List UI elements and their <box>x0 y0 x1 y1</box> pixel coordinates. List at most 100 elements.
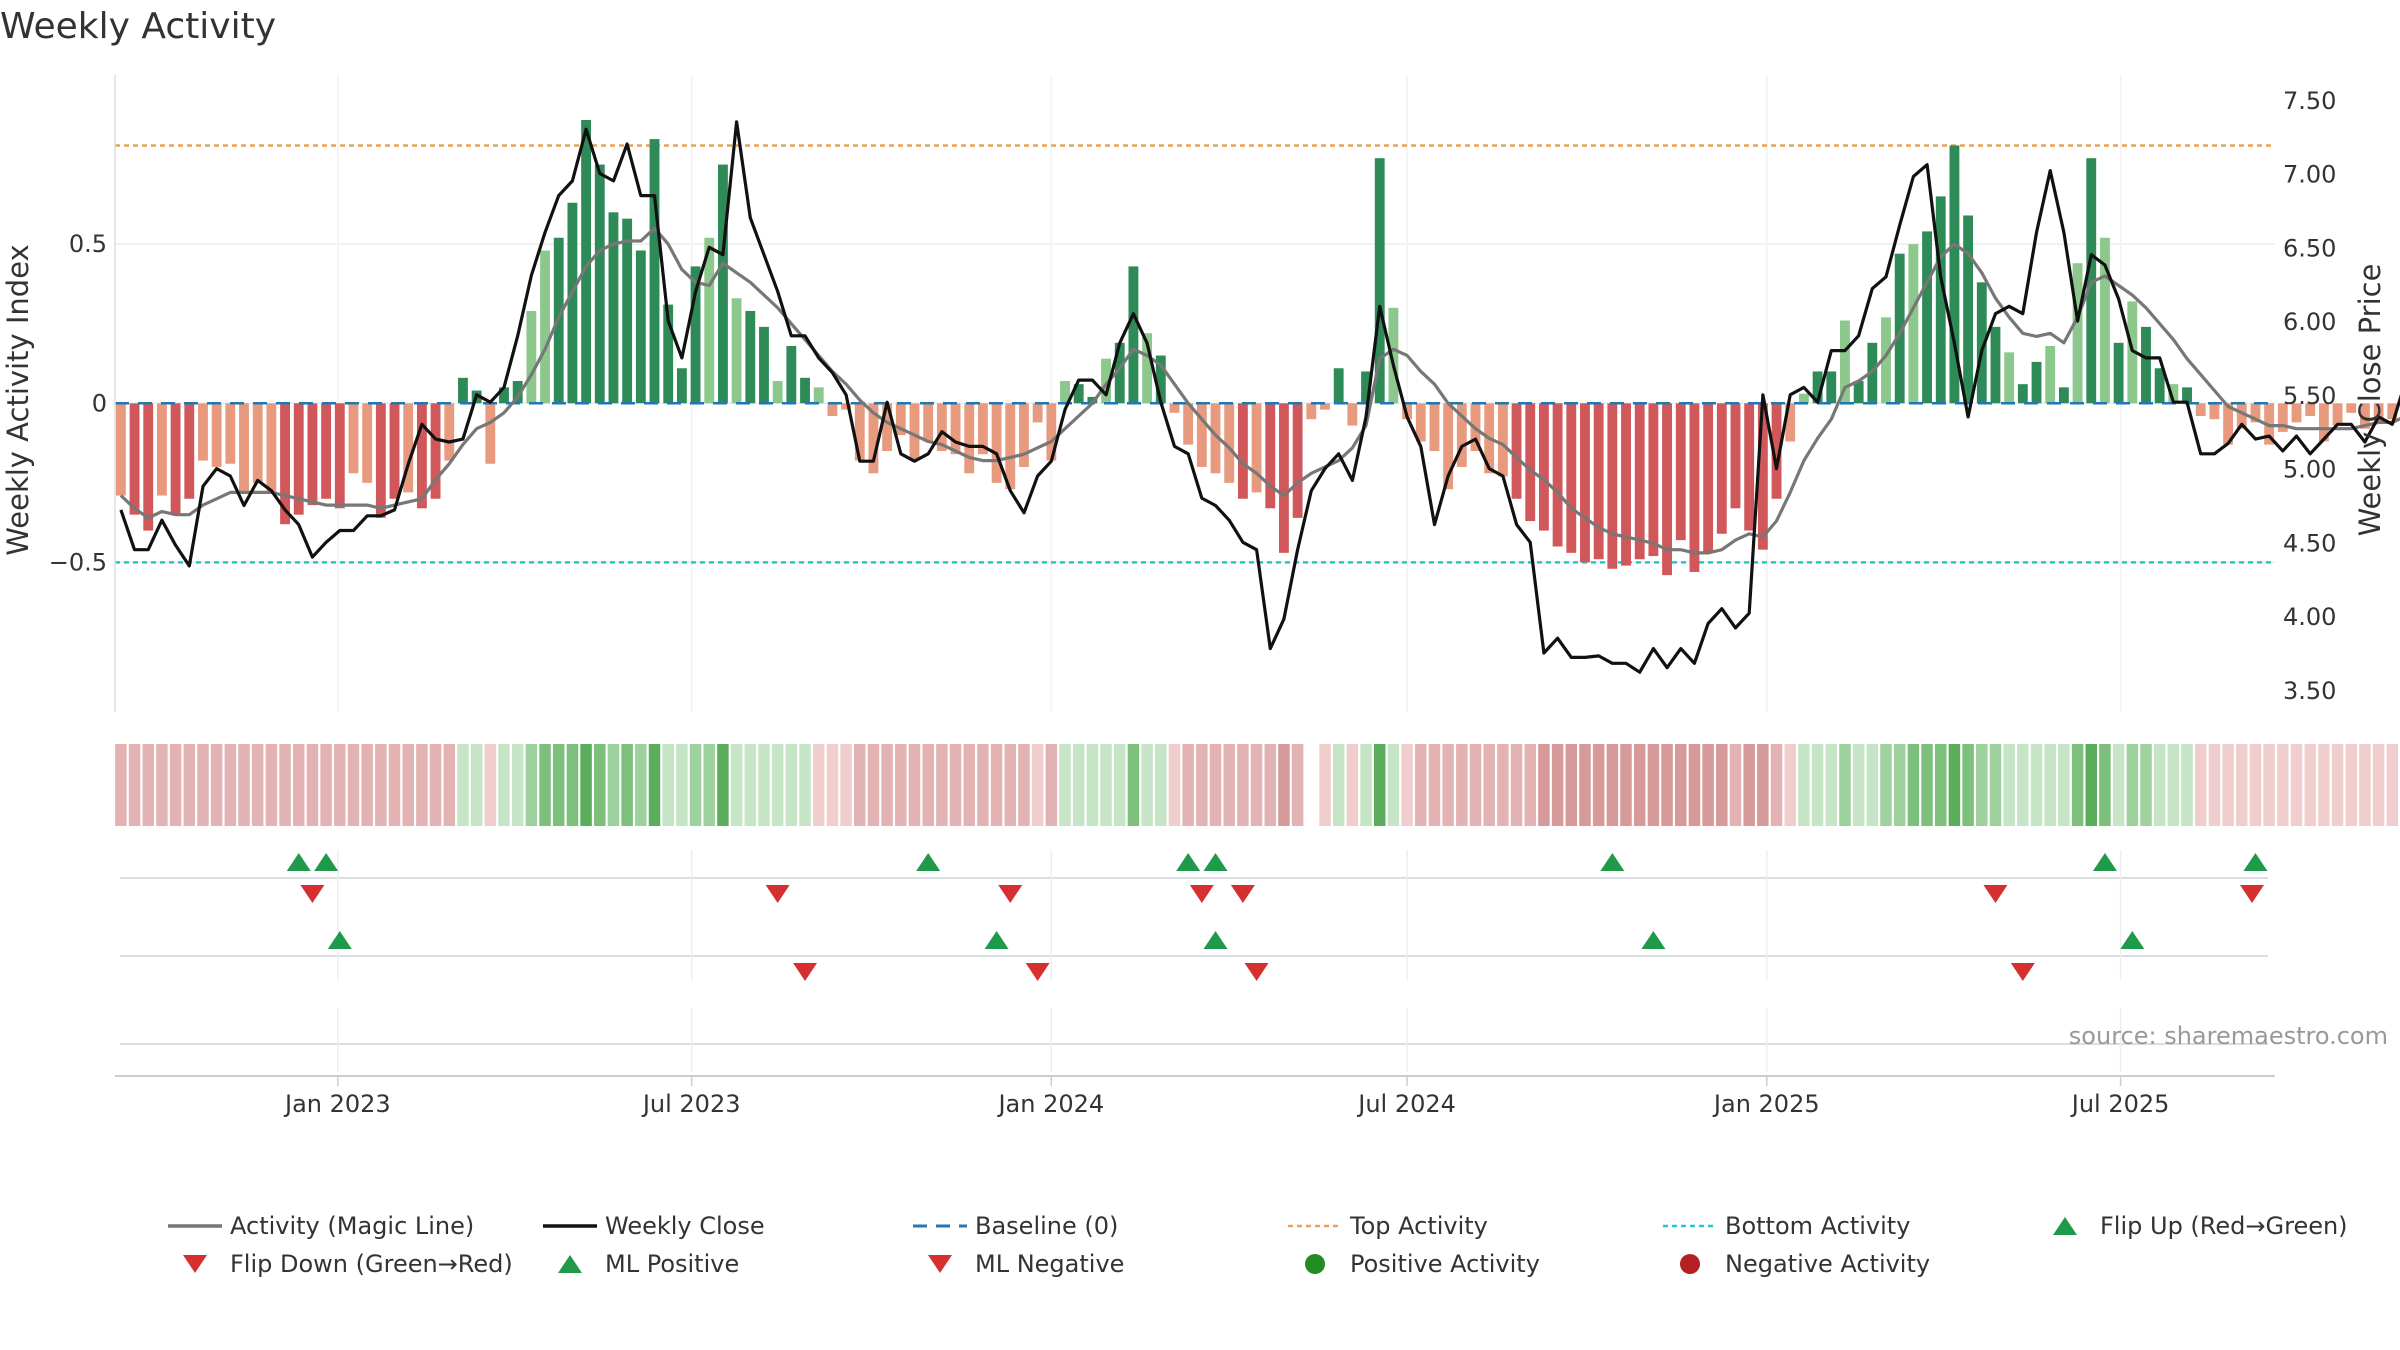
legend-label-negact: Negative Activity <box>1725 1250 1931 1278</box>
activity-bar <box>1183 403 1194 445</box>
strip-cell <box>785 744 798 826</box>
activity-bar <box>143 403 154 531</box>
flip-down-marker <box>1230 885 1255 903</box>
legend: Activity (Magic Line) Weekly Close Baselin… <box>160 1208 2400 1288</box>
strip-cell <box>1893 744 1906 826</box>
strip-cell <box>1127 744 1140 826</box>
strip-cell <box>1018 744 1030 826</box>
activity-bar <box>375 403 386 518</box>
strip-cell <box>1059 744 1071 826</box>
strip-cell <box>1675 744 1687 826</box>
strip-cell <box>1360 744 1372 826</box>
activity-bar <box>1566 403 1577 553</box>
activity-bar <box>813 387 824 404</box>
strip-cell <box>210 744 223 826</box>
activity-bar <box>649 139 660 404</box>
strip-cell <box>1401 744 1413 826</box>
strip-cell <box>156 744 168 826</box>
legend-label-magic: Activity (Magic Line) <box>230 1212 475 1240</box>
strip-cell <box>1880 744 1892 826</box>
y-tick-label: 0 <box>92 389 107 417</box>
strip-cell <box>895 744 907 826</box>
strip-cell <box>1387 744 1400 826</box>
strip-cell <box>1907 744 1920 826</box>
strip-cell <box>1428 744 1441 826</box>
strip-cell <box>2331 744 2344 826</box>
strip-cell <box>689 744 702 826</box>
y-tick-label: −0.5 <box>49 548 107 576</box>
legend-symbol-mlpos <box>558 1255 582 1273</box>
activity-bar <box>1881 317 1891 404</box>
activity-bar <box>977 403 988 455</box>
activity-bar <box>2031 361 2042 404</box>
strip-cell <box>2085 744 2098 826</box>
strip-cell <box>1086 744 1099 826</box>
strip-cell <box>730 744 743 826</box>
activity-bar <box>2045 345 2056 404</box>
activity-bar <box>1648 403 1659 557</box>
strip-cell <box>251 744 264 826</box>
activity-bar <box>1196 403 1207 467</box>
activity-bars <box>115 120 2398 576</box>
flip-down-marker <box>765 885 790 903</box>
y2-tick-label: 6.50 <box>2283 234 2336 262</box>
activity-bar <box>499 387 509 404</box>
activity-bar <box>567 202 578 404</box>
strip-cell <box>1264 744 1277 826</box>
activity-bar <box>430 403 441 499</box>
activity-bar <box>1347 403 1358 426</box>
activity-bar <box>1388 307 1399 404</box>
y2-tick-label: 4.50 <box>2283 529 2336 557</box>
strip-cell <box>635 744 647 826</box>
strip-cell <box>2345 744 2357 826</box>
legend-symbol-bottom <box>1663 1224 1717 1228</box>
activity-bar <box>800 377 810 404</box>
strip-cell <box>799 744 811 826</box>
y2-tick-label: 5.50 <box>2283 382 2336 410</box>
strip-cell <box>662 744 674 826</box>
y2-tick-label: 5.00 <box>2283 456 2336 484</box>
activity-bar <box>827 403 838 417</box>
strip-cell <box>1757 744 1769 826</box>
flip-up-marker <box>2243 853 2268 871</box>
activity-bar <box>2195 403 2206 417</box>
magic-line <box>119 226 2400 555</box>
flip-down-marker <box>300 885 325 903</box>
activity-bar <box>1826 371 1837 404</box>
activity-bar <box>1730 403 1741 509</box>
activity-bar <box>293 403 304 515</box>
activity-bar <box>1716 403 1727 534</box>
activity-bar <box>1785 403 1796 442</box>
legend-label-bottom: Bottom Activity <box>1725 1212 1911 1240</box>
strip-cell <box>1168 744 1181 826</box>
activity-bar <box>841 403 852 410</box>
legend-item-magic: Activity (Magic Line) <box>160 1208 474 1244</box>
activity-bar <box>156 403 167 496</box>
activity-bar <box>198 403 208 461</box>
strip-cell <box>1045 744 1058 826</box>
strip-cell <box>1551 744 1564 826</box>
strip-cell <box>990 744 1003 826</box>
strip-cell <box>812 744 825 826</box>
x-axis: Jan 2023 Jul 2023 Jan 2024 Jul 2024 Jan 2025… <box>115 1075 2275 1118</box>
activity-bar <box>321 403 332 499</box>
strip-cell <box>1373 744 1386 826</box>
activity-bar <box>1552 403 1563 547</box>
strip-cell <box>443 744 456 826</box>
activity-bar <box>239 403 249 493</box>
activity-bar <box>1894 253 1905 404</box>
activity-bar <box>2154 368 2165 404</box>
strip-cell <box>1004 744 1017 826</box>
strip-cell <box>1811 744 1824 826</box>
ml-positive-marker <box>2120 931 2145 949</box>
strip-cell <box>1592 744 1605 826</box>
flip-up-marker <box>1203 853 1228 871</box>
activity-bar <box>2236 403 2247 429</box>
flip-down-marker <box>2240 885 2264 903</box>
flip-up-marker <box>286 853 311 871</box>
strip-cell <box>1798 744 1810 826</box>
strip-cell <box>197 744 209 826</box>
strip-cell <box>224 744 237 826</box>
strip-cell <box>2249 744 2262 826</box>
strip-cell <box>2372 744 2385 826</box>
